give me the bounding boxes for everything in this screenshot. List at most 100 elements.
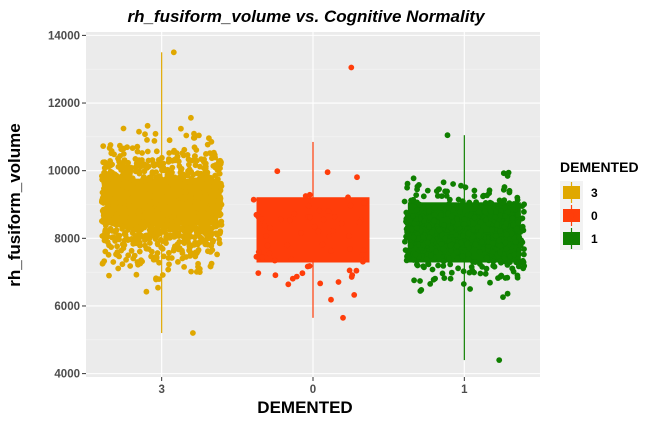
data-point: [440, 263, 447, 269]
data-point: [521, 208, 527, 215]
data-point: [216, 222, 222, 228]
data-point: [410, 175, 417, 182]
data-point: [195, 199, 202, 205]
data-point: [206, 210, 213, 217]
data-point: [195, 187, 202, 194]
data-point: [191, 210, 197, 217]
data-point: [170, 213, 177, 220]
data-point: [511, 251, 518, 258]
data-point: [141, 168, 148, 175]
data-point: [440, 258, 447, 265]
data-point: [166, 249, 172, 256]
data-point: [153, 169, 160, 176]
data-point: [139, 185, 146, 191]
data-point: [340, 314, 346, 321]
data-point: [476, 249, 483, 255]
data-point: [475, 209, 482, 216]
data-point: [175, 259, 181, 265]
data-point: [133, 160, 140, 167]
data-point: [99, 207, 106, 214]
data-point: [140, 219, 146, 226]
data-point: [112, 181, 119, 188]
data-point: [135, 168, 142, 175]
data-point: [482, 200, 489, 206]
data-point: [136, 248, 143, 255]
x-axis: 3 0 1: [158, 377, 468, 396]
data-point: [162, 209, 169, 216]
data-point: [209, 216, 216, 223]
data-point: [432, 275, 438, 282]
data-point: [307, 214, 313, 221]
data-point: [414, 186, 420, 193]
data-point: [413, 225, 420, 231]
data-point: [435, 262, 441, 269]
data-point: [186, 233, 192, 239]
data-point: [472, 241, 479, 248]
data-point: [450, 181, 456, 187]
data-point: [356, 219, 363, 226]
data-point: [108, 244, 115, 251]
data-point: [119, 241, 126, 248]
data-point: [474, 224, 481, 231]
data-point: [504, 290, 511, 297]
data-point: [191, 234, 198, 241]
data-point: [202, 160, 208, 167]
data-point: [212, 162, 219, 169]
data-point: [302, 193, 309, 199]
data-point: [118, 146, 125, 153]
data-point: [359, 251, 366, 258]
data-point: [412, 251, 419, 258]
y-tick-label: 14000: [48, 30, 80, 42]
data-point: [253, 253, 260, 260]
data-point: [346, 267, 353, 274]
data-point: [216, 212, 223, 219]
data-point: [486, 187, 493, 194]
data-point: [404, 254, 411, 261]
data-point: [107, 168, 114, 175]
data-point: [144, 137, 150, 143]
data-point: [105, 164, 112, 170]
data-point: [102, 222, 109, 229]
data-point: [169, 218, 175, 225]
data-point: [509, 215, 516, 222]
data-point: [434, 193, 441, 199]
data-point: [191, 134, 198, 141]
data-point: [166, 156, 172, 163]
data-point: [521, 263, 528, 269]
data-point: [136, 128, 142, 135]
data-point: [515, 263, 522, 270]
data-point: [420, 242, 427, 248]
data-point: [181, 240, 188, 247]
data-point: [129, 145, 136, 152]
data-point: [418, 287, 425, 293]
data-point: [411, 220, 418, 227]
data-point: [427, 281, 434, 287]
data-point: [131, 237, 138, 244]
data-point: [113, 211, 120, 218]
data-point: [146, 227, 153, 234]
data-point: [154, 240, 161, 247]
data-point: [444, 132, 451, 139]
data-point: [125, 159, 131, 166]
data-point: [506, 200, 513, 207]
data-point: [338, 220, 345, 227]
data-point: [515, 219, 522, 226]
data-point: [113, 251, 119, 258]
data-point: [198, 156, 205, 163]
data-point: [492, 233, 499, 240]
data-point: [453, 232, 460, 239]
data-point: [203, 175, 209, 181]
data-point: [432, 205, 439, 211]
data-point: [413, 207, 420, 214]
data-point: [410, 234, 417, 241]
data-point: [197, 234, 204, 241]
data-point: [311, 223, 318, 230]
data-point: [447, 275, 454, 282]
data-point: [190, 330, 196, 336]
data-point: [121, 206, 128, 213]
data-point: [216, 236, 223, 243]
data-point: [103, 184, 110, 191]
data-point: [410, 257, 417, 263]
data-point: [410, 213, 416, 219]
